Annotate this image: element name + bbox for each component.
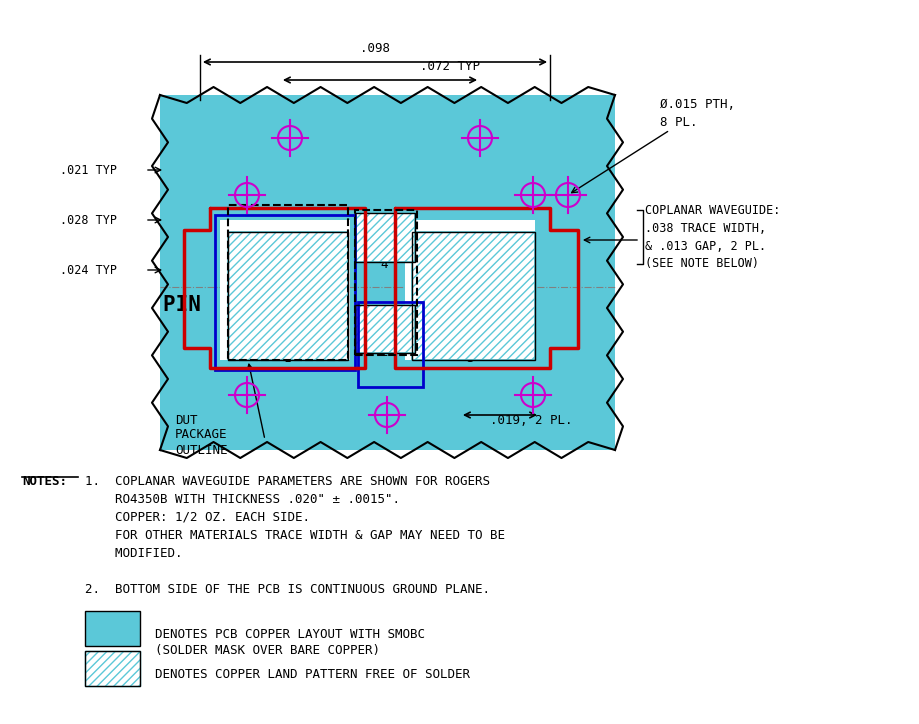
Text: 3: 3 [466,351,474,364]
Text: & .013 GAP, 2 PL.: & .013 GAP, 2 PL. [645,240,766,253]
Bar [412,232,535,360]
Text: OUTLINE: OUTLINE [175,444,228,457]
Bar [355,305,415,353]
Text: 2.  BOTTOM SIDE OF THE PCB IS CONTINUOUS GROUND PLANE.: 2. BOTTOM SIDE OF THE PCB IS CONTINUOUS … [85,583,490,596]
Bar [228,205,348,360]
Text: COPPER: 1/2 OZ. EACH SIDE.: COPPER: 1/2 OZ. EACH SIDE. [85,511,310,524]
Bar [85,651,140,686]
Text: .098: .098 [360,42,390,55]
Text: PACKAGE: PACKAGE [175,429,228,442]
Bar [85,651,140,686]
Text: .028 TYP: .028 TYP [60,214,117,227]
Text: 1: 1 [283,351,290,364]
Text: 2: 2 [380,345,388,358]
Text: MODIFIED.: MODIFIED. [85,547,183,560]
Text: PIN  1: PIN 1 [163,295,239,315]
Text: 1.  COPLANAR WAVEGUIDE PARAMETERS ARE SHOWN FOR ROGERS: 1. COPLANAR WAVEGUIDE PARAMETERS ARE SHO… [85,475,490,488]
Bar [355,210,417,355]
Text: Ø.015 PTH,: Ø.015 PTH, [660,98,735,111]
Text: FOR OTHER MATERIALS TRACE WIDTH & GAP MAY NEED TO BE: FOR OTHER MATERIALS TRACE WIDTH & GAP MA… [85,529,505,542]
Text: .021 TYP: .021 TYP [60,164,117,177]
Text: RO4350B WITH THICKNESS .020" ± .0015".: RO4350B WITH THICKNESS .020" ± .0015". [85,493,400,506]
Text: COPLANAR WAVEGUIDE:: COPLANAR WAVEGUIDE: [645,203,780,216]
Bar [85,611,140,646]
Text: (SOLDER MASK OVER BARE COPPER): (SOLDER MASK OVER BARE COPPER) [155,644,380,657]
Bar [355,305,415,353]
Bar [358,302,423,387]
Text: .019, 2 PL.: .019, 2 PL. [490,413,573,426]
Text: DUT: DUT [175,413,198,426]
Text: .072 TYP: .072 TYP [420,60,480,73]
Bar [160,95,615,450]
Bar [412,232,535,360]
Text: DENOTES PCB COPPER LAYOUT WITH SMOBC: DENOTES PCB COPPER LAYOUT WITH SMOBC [155,628,425,641]
Bar [220,220,350,360]
Bar [355,213,415,262]
Bar [405,220,535,360]
Bar [228,232,348,360]
Bar [228,232,348,360]
Text: DENOTES COPPER LAND PATTERN FREE OF SOLDER: DENOTES COPPER LAND PATTERN FREE OF SOLD… [155,668,470,681]
Bar [355,213,415,262]
Bar [215,215,355,370]
Text: 8 PL.: 8 PL. [660,116,698,128]
Text: .038 TRACE WIDTH,: .038 TRACE WIDTH, [645,222,766,235]
Text: NOTES:: NOTES: [22,475,67,488]
Text: 4: 4 [380,258,388,272]
Text: .024 TYP: .024 TYP [60,264,117,277]
Text: (SEE NOTE BELOW): (SEE NOTE BELOW) [645,258,759,271]
